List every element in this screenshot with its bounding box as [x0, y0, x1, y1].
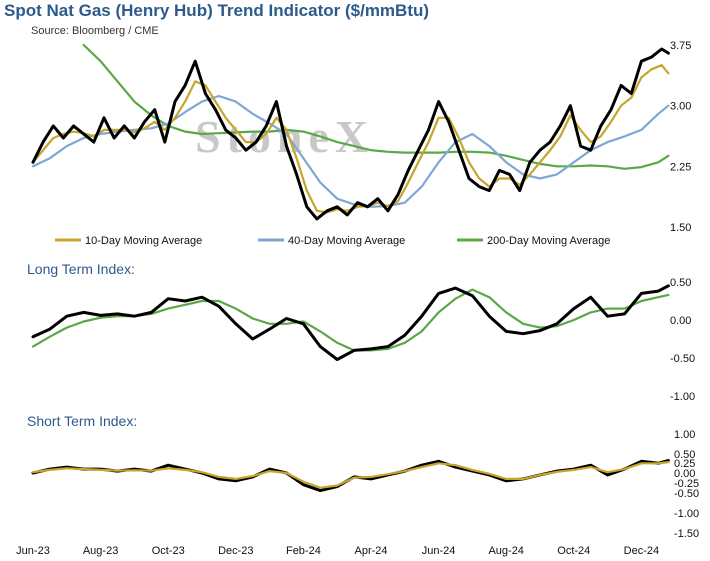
long-term-index-title: Long Term Index:	[27, 261, 135, 277]
short-term-index-title: Short Term Index:	[27, 413, 138, 429]
y-tick-label: -1.50	[674, 528, 699, 540]
price-legend: 10-Day Moving Average 40-Day Moving Avera…	[55, 235, 610, 247]
y-tick-label: 0.00	[670, 315, 691, 327]
x-tick-label: Apr-24	[354, 545, 387, 557]
series-line-long-term-index-smoothed-	[31, 288, 670, 352]
chart-title: Spot Nat Gas (Henry Hub) Trend Indicator…	[4, 1, 430, 20]
y-tick-label: -0.50	[674, 488, 699, 500]
series-line-spot	[31, 47, 670, 221]
y-tick-label: 1.00	[674, 429, 695, 441]
series-line-short-term-index	[31, 459, 670, 493]
series-line-200-day-moving-average	[82, 43, 670, 170]
y-tick-label: -0.50	[670, 353, 695, 365]
price-panel: 3.75 3.00 2.25 1.50	[31, 40, 691, 234]
x-tick-label: Dec-23	[218, 545, 253, 557]
y-tick-label: 0.00	[674, 468, 695, 480]
y-tick-label: 3.00	[670, 101, 691, 113]
x-tick-label: Dec-24	[624, 545, 659, 557]
series-line-short-term-index-smoothed-	[31, 461, 670, 489]
legend-label: 40-Day Moving Average	[288, 235, 405, 247]
x-tick-label: Jun-23	[16, 545, 50, 557]
legend-label: 10-Day Moving Average	[85, 235, 202, 247]
y-tick-label: 0.50	[670, 277, 691, 289]
y-tick-label: 0.50	[674, 449, 695, 461]
legend-label: 200-Day Moving Average	[487, 235, 610, 247]
y-tick-label: -1.00	[674, 508, 699, 520]
series-line-long-term-index	[31, 284, 670, 361]
y-tick-label: -0.25	[674, 478, 699, 490]
y-tick-label: 1.50	[670, 222, 691, 234]
x-tick-label: Aug-23	[83, 545, 118, 557]
x-tick-label: Feb-24	[286, 545, 321, 557]
long-term-index-panel: 0.50 0.00 -0.50 -1.00	[31, 277, 695, 403]
y-tick-label: 3.75	[670, 40, 691, 52]
y-tick-label: 2.25	[670, 161, 691, 173]
x-tick-label: Aug-24	[488, 545, 523, 557]
x-tick-label: Oct-23	[152, 545, 185, 557]
y-tick-label: -1.00	[670, 391, 695, 403]
short-term-index-panel: 1.00 0.500.250.00-0.25-0.50 -1.00 -1.50	[31, 429, 699, 540]
x-axis: Jun-23 Aug-23 Oct-23 Dec-23 Feb-24 Apr-24 Jun-…	[16, 545, 659, 557]
x-tick-label: Oct-24	[557, 545, 590, 557]
x-tick-label: Jun-24	[422, 545, 456, 557]
y-tick-label: 0.25	[674, 458, 695, 470]
chart-source: Source: Bloomberg / CME	[31, 25, 159, 37]
